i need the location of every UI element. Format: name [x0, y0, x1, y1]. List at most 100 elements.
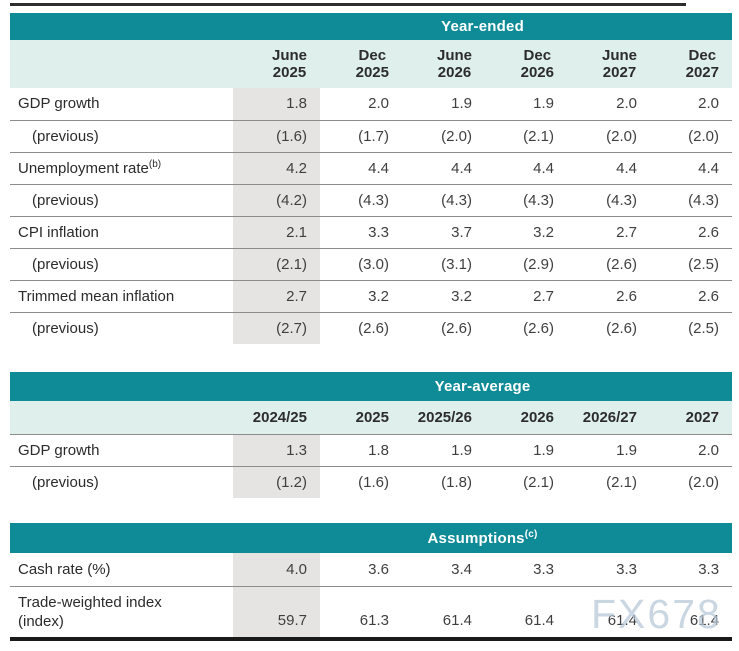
value-cell: 1.8 — [233, 88, 320, 120]
value-cell: 1.8 — [368, 441, 389, 459]
value-cell: (2.1) — [523, 473, 554, 491]
value-cell: (2.6) — [523, 319, 554, 337]
value-cell: (2.1) — [523, 127, 554, 145]
value-cell: (3.1) — [441, 255, 472, 273]
assumptions-title: Assumptions(c) — [427, 529, 538, 547]
table-row-gdp-growth: GDP growth 1.8 2.0 1.9 1.9 2.0 2.0 — [10, 88, 732, 120]
value-cell: 4.0 — [233, 553, 320, 586]
value-cell: 2.6 — [698, 287, 719, 305]
year-ended-title: Year-ended — [441, 18, 524, 35]
table-row-trimmed-previous: (previous) (2.7) (2.6) (2.6) (2.6) (2.6)… — [10, 312, 732, 344]
value-cell: 4.2 — [233, 152, 320, 184]
value-cell: (4.2) — [233, 184, 320, 216]
column-header: Dec 2026 — [520, 47, 554, 81]
table-row-gdp-growth-avg: GDP growth 1.3 1.8 1.9 1.9 1.9 2.0 — [10, 434, 732, 466]
value-cell: (2.5) — [688, 319, 719, 337]
value-cell: 1.9 — [533, 441, 554, 459]
value-cell: 2.0 — [698, 441, 719, 459]
value-cell: 61.4 — [442, 612, 472, 629]
header-spacer — [10, 40, 233, 88]
table-row-cpi-previous: (previous) (2.1) (3.0) (3.1) (2.9) (2.6)… — [10, 248, 732, 280]
year-ended-table: Year-ended June 2025 Dec 2025 June 2026 Dec… — [10, 13, 732, 344]
column-header: 2025/26 — [417, 408, 472, 426]
column-header: 2026 — [520, 408, 554, 426]
value-cell: (4.3) — [606, 191, 637, 209]
column-header: 2025 — [355, 408, 389, 426]
column-header: June 2026 — [436, 47, 472, 81]
value-cell: 1.9 — [533, 95, 554, 113]
value-cell: 2.6 — [698, 223, 719, 241]
value-cell: 3.3 — [368, 223, 389, 241]
value-cell: (4.3) — [441, 191, 472, 209]
row-label: (previous) — [32, 473, 99, 491]
column-header: Dec 2025 — [355, 47, 389, 81]
value-cell: 4.4 — [451, 159, 472, 177]
year-ended-title-row: Year-ended — [10, 13, 732, 40]
row-label: (previous) — [32, 255, 99, 273]
value-cell: 1.9 — [451, 441, 472, 459]
value-cell: 3.7 — [451, 223, 472, 241]
row-label: (previous) — [32, 127, 99, 145]
row-label: Cash rate (%) — [18, 560, 111, 578]
value-cell: 4.4 — [616, 159, 637, 177]
table-row-unemployment: Unemployment rate(b) 4.2 4.4 4.4 4.4 4.4… — [10, 152, 732, 184]
row-label: Trimmed mean inflation — [18, 287, 175, 305]
value-cell: 3.2 — [368, 287, 389, 305]
table-row-trimmed-mean: Trimmed mean inflation 2.7 3.2 3.2 2.7 2… — [10, 280, 732, 312]
table-row-cash-rate: Cash rate (%) 4.0 3.6 3.4 3.3 3.3 3.3 — [10, 553, 733, 586]
value-cell: 4.4 — [368, 159, 389, 177]
table-row-gdp-previous: (previous) (1.6) (1.7) (2.0) (2.1) (2.0)… — [10, 120, 732, 152]
forecast-sheet: Year-ended June 2025 Dec 2025 June 2026 Dec… — [10, 3, 733, 641]
value-cell: 2.6 — [616, 287, 637, 305]
value-cell: 3.3 — [533, 560, 554, 578]
value-cell: 2.0 — [368, 95, 389, 113]
value-cell: 3.3 — [698, 560, 720, 578]
value-cell: (2.6) — [606, 319, 637, 337]
value-cell: 61.4 — [607, 612, 637, 629]
value-cell: (2.6) — [441, 319, 472, 337]
table-row-gdp-previous-avg: (previous) (1.2) (1.6) (1.8) (2.1) (2.1)… — [10, 466, 732, 498]
year-average-table: Year-average 2024/25 2025 2025/26 2026 2… — [10, 372, 732, 498]
value-cell: (2.1) — [233, 248, 320, 280]
title-spacer — [10, 13, 233, 40]
bottom-divider — [10, 637, 732, 641]
value-cell: (1.7) — [358, 127, 389, 145]
value-cell: 1.9 — [451, 95, 472, 113]
row-label: (previous) — [32, 191, 99, 209]
value-cell: 3.2 — [451, 287, 472, 305]
value-cell: (4.3) — [358, 191, 389, 209]
column-header: 2024/25 — [252, 408, 307, 426]
value-cell: (2.0) — [688, 127, 719, 145]
value-cell: 3.3 — [616, 560, 637, 578]
value-cell: (2.0) — [688, 473, 719, 491]
value-cell: (2.0) — [441, 127, 472, 145]
value-cell: 2.7 — [533, 287, 554, 305]
value-cell: 61.3 — [359, 612, 389, 629]
year-average-header-row: 2024/25 2025 2025/26 2026 2026/27 2027 — [10, 401, 732, 434]
value-cell: 2.0 — [616, 95, 637, 113]
row-label: Trade-weighted index (index) — [18, 593, 162, 630]
value-cell: 2.0 — [698, 95, 719, 113]
row-label: CPI inflation — [18, 223, 99, 241]
value-cell: (2.5) — [688, 255, 719, 273]
value-cell: 61.4 — [689, 612, 720, 629]
row-label: (previous) — [32, 319, 99, 337]
value-cell: (2.9) — [523, 255, 554, 273]
value-cell: 61.4 — [524, 612, 554, 629]
table-row-trade-weighted-index: Trade-weighted index (index) 59.7 61.3 6… — [10, 586, 732, 637]
column-header: Dec 2027 — [685, 47, 719, 81]
value-cell: (4.3) — [688, 191, 719, 209]
row-label: Unemployment rate(b) — [18, 158, 162, 177]
value-cell: 2.7 — [616, 223, 637, 241]
column-header: 2026/27 — [582, 408, 637, 426]
value-cell: (2.0) — [606, 127, 637, 145]
value-cell: (1.8) — [441, 473, 472, 491]
value-cell: 4.4 — [698, 159, 719, 177]
assumptions-table: Assumptions(c) Cash rate (%) 4.0 3.6 3.4… — [10, 523, 733, 637]
year-ended-header-row: June 2025 Dec 2025 June 2026 Dec 2026 June 20… — [10, 40, 732, 88]
value-cell: 4.4 — [533, 159, 554, 177]
value-cell: 59.7 — [233, 586, 320, 637]
value-cell: 3.6 — [368, 560, 389, 578]
table-row-cpi-inflation: CPI inflation 2.1 3.3 3.7 3.2 2.7 2.6 — [10, 216, 732, 248]
value-cell: (2.1) — [606, 473, 637, 491]
